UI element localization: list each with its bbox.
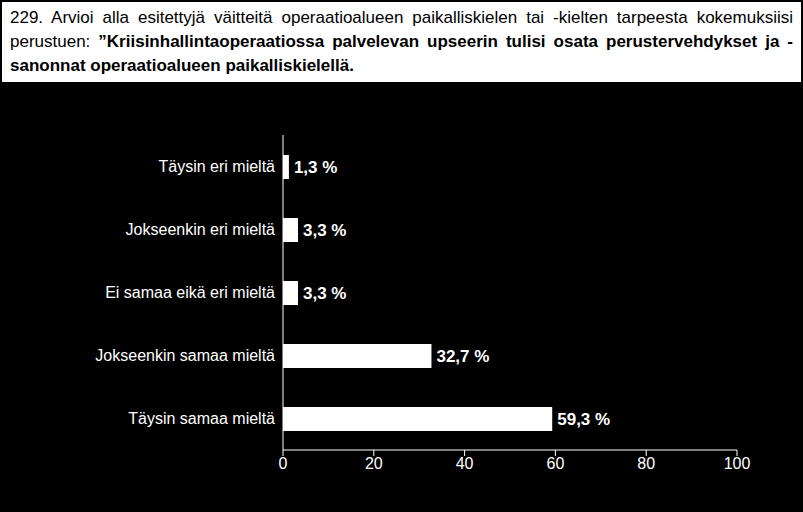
svg-text:40: 40 (456, 455, 474, 472)
svg-text:20: 20 (365, 455, 383, 472)
svg-text:59,3 %: 59,3 % (557, 410, 610, 429)
svg-text:32,7 %: 32,7 % (436, 347, 489, 366)
svg-text:60: 60 (547, 455, 565, 472)
svg-text:3,3 %: 3,3 % (303, 221, 346, 240)
svg-text:Täysin samaa mieltä: Täysin samaa mieltä (128, 410, 275, 427)
svg-text:Jokseenkin eri mieltä: Jokseenkin eri mieltä (126, 221, 276, 238)
svg-text:80: 80 (637, 455, 655, 472)
svg-text:0: 0 (279, 455, 288, 472)
svg-text:Jokseenkin samaa mieltä: Jokseenkin samaa mieltä (95, 347, 275, 364)
svg-text:3,3 %: 3,3 % (303, 284, 346, 303)
svg-text:100: 100 (724, 455, 751, 472)
svg-text:Täysin eri mieltä: Täysin eri mieltä (159, 158, 276, 175)
svg-text:1,3 %: 1,3 % (294, 158, 337, 177)
svg-text:Ei samaa eikä eri mieltä: Ei samaa eikä eri mieltä (105, 284, 275, 301)
html-text:229. Arvioi alla esitettyjä vä: 229. Arvioi alla esitettyjä väitteitä op… (10, 8, 793, 75)
